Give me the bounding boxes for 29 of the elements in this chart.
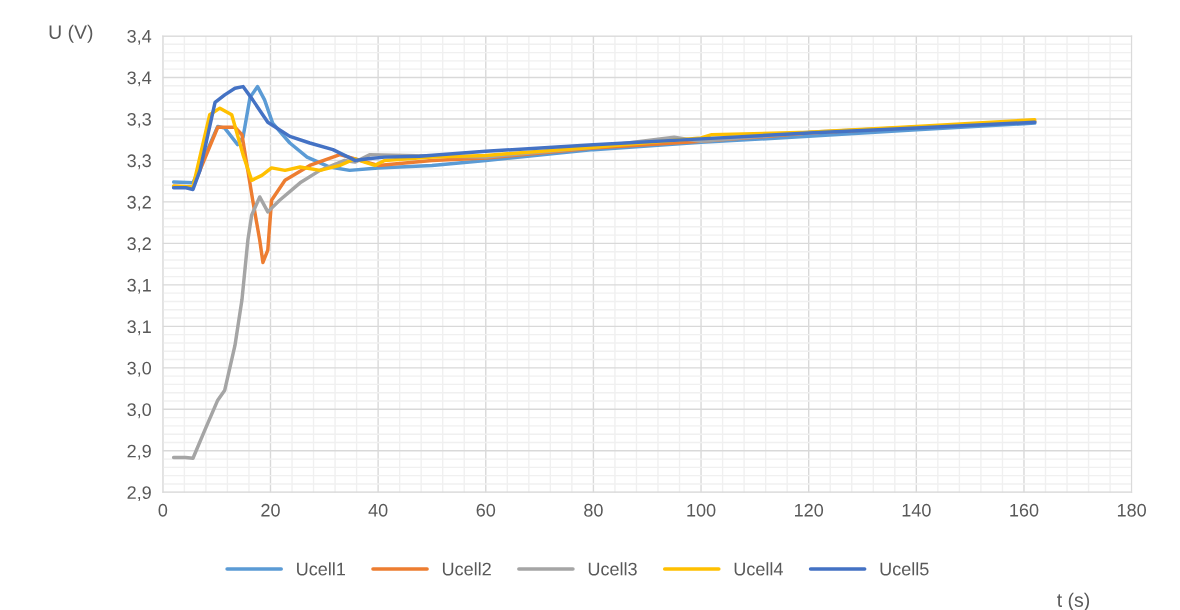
- legend-label: Ucell4: [734, 562, 783, 576]
- y-tick-label: 3,3: [127, 154, 151, 170]
- y-axis-title: U (V): [49, 24, 93, 43]
- legend-label: Ucell5: [880, 562, 929, 576]
- y-tick-label: 3,1: [127, 320, 151, 336]
- x-axis-title: t (s): [1057, 592, 1090, 610]
- y-tick-label: 2,9: [127, 486, 151, 502]
- y-tick-label: 3,2: [127, 195, 151, 211]
- x-tick-label: 20: [261, 503, 280, 517]
- x-tick-label: 120: [795, 503, 824, 517]
- x-tick-label: 60: [476, 503, 496, 517]
- y-tick-label: 3,0: [127, 403, 152, 419]
- x-tick-label: 80: [584, 503, 603, 517]
- legend-label: Ucell2: [442, 562, 491, 576]
- x-tick-label: 40: [368, 503, 388, 517]
- x-tick-label: 160: [1010, 503, 1039, 517]
- y-tick-label: 3,4: [127, 71, 152, 87]
- y-tick-label: 3,2: [127, 237, 151, 253]
- x-tick-label: 140: [902, 503, 931, 517]
- y-tick-label: 3,4: [127, 29, 152, 45]
- y-tick-label: 2,9: [127, 444, 151, 460]
- y-tick-label: 3,3: [127, 112, 151, 128]
- y-tick-label: 3,0: [127, 361, 152, 377]
- legend-label: Ucell3: [588, 562, 637, 576]
- x-tick-label: 0: [158, 503, 168, 517]
- legend-label: Ucell1: [297, 562, 345, 576]
- x-tick-label: 100: [687, 503, 716, 517]
- x-tick-label: 180: [1117, 503, 1146, 517]
- y-tick-label: 3,1: [127, 278, 151, 294]
